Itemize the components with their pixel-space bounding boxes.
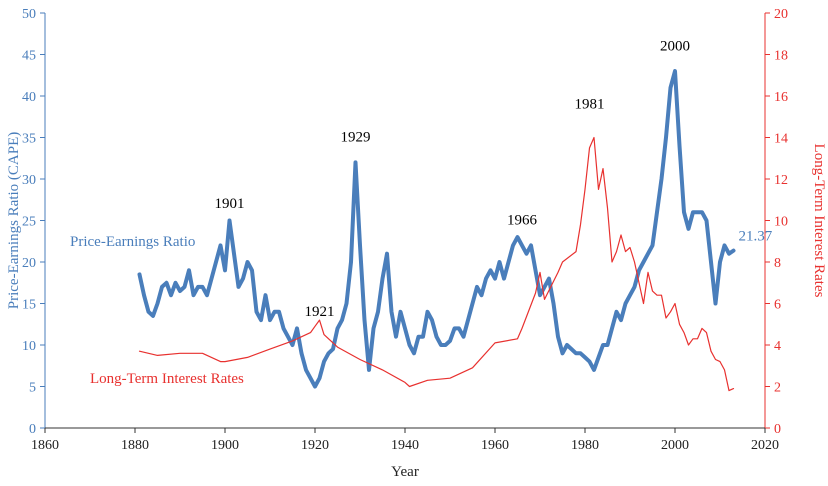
y-left-tick-label: 20 [22, 256, 36, 271]
y-left-tick-label: 30 [22, 173, 36, 188]
x-tick-label: 1880 [121, 438, 149, 453]
x-tick-label: 1980 [571, 438, 599, 453]
y-right-tick-label: 20 [774, 7, 788, 22]
y-left-tick-label: 45 [22, 49, 36, 64]
y-right-tick-label: 2 [774, 381, 781, 396]
y-right-tick-label: 4 [774, 339, 781, 354]
year-annotation: 1981 [575, 96, 605, 112]
y-left-tick-label: 10 [22, 339, 36, 354]
y-right-tick-label: 8 [774, 256, 781, 271]
x-tick-label: 1940 [391, 438, 419, 453]
y-left-axis-title: Price-Earnings Ratio (CAPE) [6, 132, 22, 309]
rates-series-label: Long-Term Interest Rates [90, 371, 244, 387]
year-annotation: 2000 [660, 38, 690, 54]
interest-rate-line [138, 136, 735, 392]
x-tick-label: 1860 [31, 438, 59, 453]
y-left-tick-label: 40 [22, 90, 36, 105]
year-annotation: 1966 [507, 213, 538, 229]
x-tick-label: 2020 [751, 438, 779, 453]
pe-end-value-label: 21.37 [739, 229, 773, 245]
y-right-tick-label: 10 [774, 215, 788, 230]
y-left-tick-label: 15 [22, 298, 36, 313]
year-annotation: 1921 [305, 304, 335, 320]
y-right-tick-label: 6 [774, 298, 781, 313]
y-right-tick-label: 18 [774, 49, 788, 64]
year-annotation: 1929 [341, 130, 371, 146]
y-right-tick-label: 16 [774, 90, 788, 105]
x-tick-label: 1900 [211, 438, 239, 453]
pe-ratio-line [137, 69, 736, 389]
y-left-tick-label: 0 [29, 422, 36, 437]
y-right-tick-label: 14 [774, 132, 788, 147]
y-left-tick-label: 5 [29, 381, 36, 396]
x-axis-title: Year [391, 464, 419, 480]
x-tick-label: 2000 [661, 438, 689, 453]
year-annotation: 1901 [215, 196, 245, 212]
x-tick-label: 1920 [301, 438, 329, 453]
y-right-tick-label: 0 [774, 422, 781, 437]
x-tick-label: 1960 [481, 438, 509, 453]
y-right-axis-title: Long-Term Interest Rates [811, 144, 827, 298]
pe-series-label: Price-Earnings Ratio [70, 234, 195, 250]
y-left-tick-label: 50 [22, 7, 36, 22]
y-left-tick-label: 25 [22, 215, 36, 230]
y-left-tick-label: 35 [22, 132, 36, 147]
y-right-tick-label: 12 [774, 173, 788, 188]
